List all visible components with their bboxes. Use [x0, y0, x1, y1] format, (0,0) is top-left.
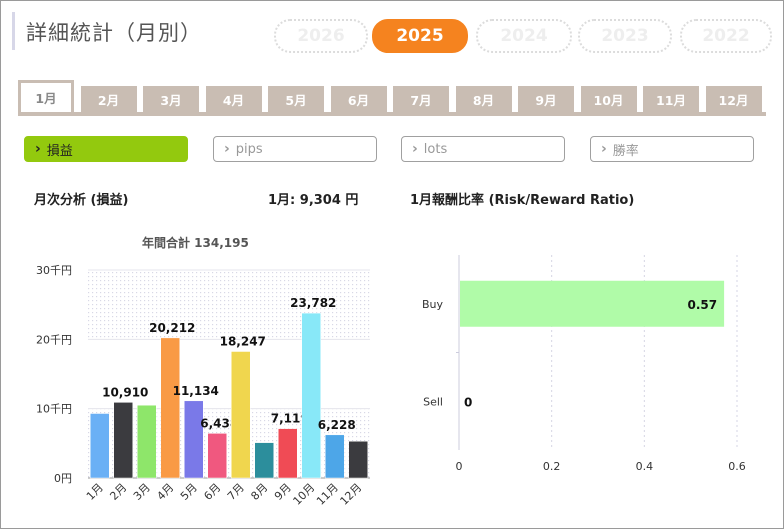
tab-month-8[interactable]: 8月 [455, 86, 512, 112]
x-tick-label: 6月 [201, 481, 223, 503]
tab-month-4[interactable]: 4月 [205, 86, 262, 112]
x-tick-label: 10月 [291, 481, 318, 508]
title-accent-bar [12, 12, 15, 50]
tab-month-3[interactable]: 3月 [143, 86, 199, 112]
year-button-2025[interactable]: 2025 [372, 19, 468, 53]
bar-data-label: 6,438 [200, 416, 238, 430]
bar-6 [207, 433, 227, 479]
x-tick-label: 0.2 [543, 460, 561, 473]
tab-month-2[interactable]: 2月 [80, 86, 137, 112]
year-button-2022[interactable]: 2022 [680, 19, 772, 53]
month-tabs: 1月 2月 3月 4月 5月 6月 7月 8月 9月 10月 11月 12月 [18, 80, 766, 116]
bar-data-label: 0 [464, 395, 472, 409]
y-tick-label: 10千円 [36, 403, 72, 416]
tab-month-12[interactable]: 12月 [705, 86, 762, 112]
tab-month-11[interactable]: 11月 [643, 86, 699, 112]
filter-button-0[interactable]: › 損益 [24, 136, 188, 162]
bar-10 [301, 312, 321, 479]
filter-label: lots [423, 141, 448, 157]
filter-label: 勝率 [612, 143, 639, 159]
x-tick-label: 5月 [178, 481, 200, 503]
bar-data-label: 20,212 [149, 321, 195, 335]
bar-4 [160, 337, 180, 479]
filter-label: 損益 [46, 143, 73, 159]
chevron-right-icon: › [412, 141, 418, 157]
chevron-right-icon: › [224, 141, 230, 157]
year-button-2026[interactable]: 2026 [274, 19, 368, 53]
tab-month-1[interactable]: 1月 [18, 80, 74, 112]
year-button-2024[interactable]: 2024 [476, 19, 572, 53]
y-tick-label: Buy [422, 298, 444, 311]
x-tick-label: 3月 [131, 481, 153, 503]
page-title: 詳細統計（月別） [26, 21, 202, 45]
filter-button-3[interactable]: › 勝率 [590, 136, 754, 162]
bar-data-label: 6,228 [318, 418, 356, 432]
bar-7 [231, 351, 251, 479]
bar-data-label: 10,910 [102, 385, 148, 399]
filter-button-1[interactable]: › pips [213, 136, 377, 162]
monthly-pl-chart: 0円 10千円 20千円 30千円 1月 10,910 2月 3月 20,212 4月 11,134… [36, 264, 370, 508]
filter-label: pips [235, 141, 263, 157]
month-summary: 1月: 9,304 円 [268, 193, 359, 208]
tab-month-9[interactable]: 9月 [518, 86, 574, 112]
x-tick-label: 12月 [338, 481, 365, 508]
x-tick-label: 0.6 [728, 460, 746, 473]
band-30k-20k [88, 270, 370, 340]
bar-12 [348, 441, 368, 479]
bar-1 [90, 413, 110, 479]
bar-11 [325, 434, 345, 479]
annual-total: 年間合計 134,195 [142, 236, 249, 250]
tab-underline [18, 112, 766, 116]
x-tick-label: 11月 [314, 481, 341, 508]
x-tick-label: 4月 [154, 481, 176, 503]
risk-reward-chart: 0 0.2 0.4 0.6 Buy 0.57 Sell 0 [422, 255, 746, 473]
filter-button-2[interactable]: › lots [401, 136, 565, 162]
bar-data-label: 0.57 [687, 298, 717, 312]
bar-3 [137, 404, 157, 479]
x-tick-label: 7月 [225, 481, 247, 503]
bar-buy [460, 280, 725, 327]
bar-9 [278, 428, 298, 479]
bar-data-label: 7,119 [271, 412, 309, 426]
bar-8 [254, 442, 274, 479]
right-chart-title: 1月報酬比率 (Risk/Reward Ratio) [410, 193, 635, 208]
x-tick-label: 1月 [84, 481, 106, 503]
chevron-right-icon: › [601, 141, 607, 157]
x-tick-label: 0 [456, 460, 463, 473]
tab-month-7[interactable]: 7月 [393, 86, 449, 112]
left-chart-title: 月次分析 (損益) [34, 193, 129, 208]
x-tick-label: 2月 [107, 481, 129, 503]
band-10k-0 [88, 408, 370, 478]
bar-data-label: 18,247 [220, 334, 266, 348]
y-tick-label: 0円 [54, 472, 72, 485]
tab-month-5[interactable]: 5月 [268, 86, 324, 112]
bar-2 [113, 402, 133, 479]
y-tick-label: 30千円 [36, 264, 72, 277]
x-tick-label: 8月 [248, 481, 270, 503]
bar-data-label: 11,134 [173, 384, 219, 398]
x-tick-label: 0.4 [636, 460, 654, 473]
y-tick-label: Sell [423, 395, 443, 408]
y-tick-label: 20千円 [36, 333, 72, 346]
tab-month-10[interactable]: 10月 [580, 86, 637, 112]
bar-data-label: 23,782 [290, 296, 336, 310]
chevron-right-icon: › [35, 141, 41, 157]
bar-5 [184, 400, 204, 479]
year-button-2023[interactable]: 2023 [578, 19, 672, 53]
tab-month-6[interactable]: 6月 [330, 86, 387, 112]
